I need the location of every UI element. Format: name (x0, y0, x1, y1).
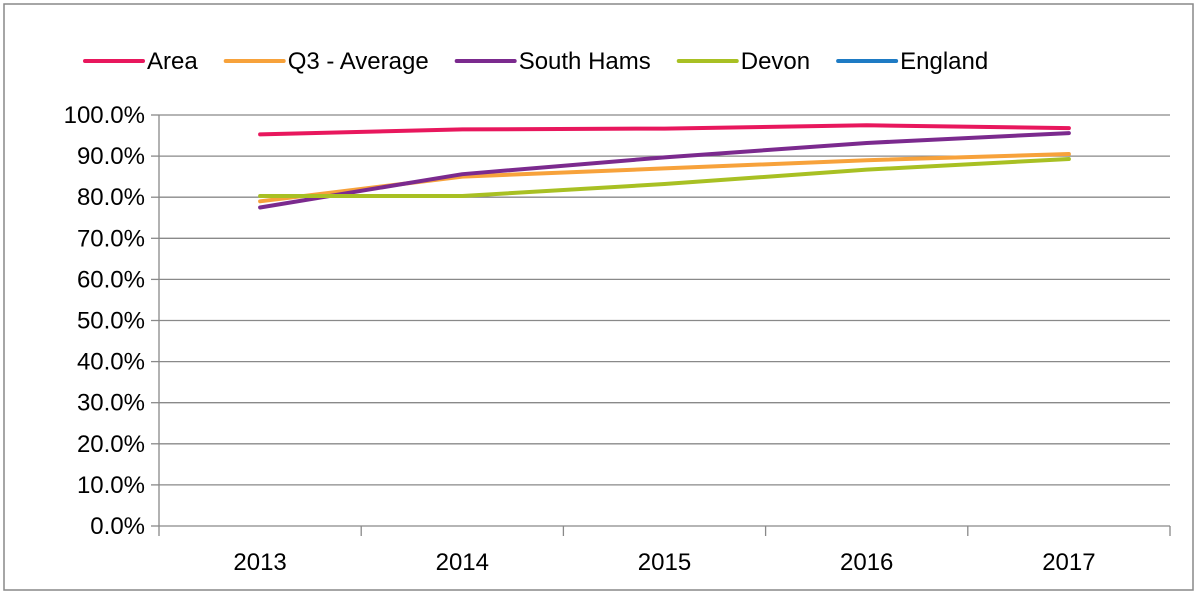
y-tick-label: 50.0% (77, 308, 145, 335)
y-tick-label: 80.0% (77, 184, 145, 211)
y-tick-label: 70.0% (77, 225, 145, 252)
legend-label-devon: Devon (741, 48, 810, 75)
y-tick-label: 60.0% (77, 266, 145, 293)
legend-label-q3-average: Q3 - Average (288, 48, 429, 75)
y-tick-label: 30.0% (77, 390, 145, 417)
legend-label-area: Area (147, 48, 198, 75)
legend: Area Q3 - Average South Hams Devon England (83, 48, 988, 75)
y-tick-label: 20.0% (77, 431, 145, 458)
series-line-area (258, 123, 1071, 137)
y-tick-label: 100.0% (64, 102, 145, 129)
series-line-devon (258, 156, 1071, 198)
series-line-south-hams (258, 131, 1071, 210)
legend-label-england: England (900, 48, 988, 75)
axes: 0.0% 10.0% 20.0% 30.0% 40.0% 50.0% 60.0% 70.0% 8… (64, 102, 1171, 576)
y-tick-label: 40.0% (77, 349, 145, 376)
y-tick-label: 90.0% (77, 143, 145, 170)
x-tick-label: 2015 (638, 549, 691, 576)
x-tick-label: 2017 (1042, 549, 1095, 576)
series-lines (258, 123, 1071, 210)
legend-label-south-hams: South Hams (519, 48, 651, 75)
x-tick-label: 2016 (840, 549, 893, 576)
y-tick-label: 10.0% (77, 472, 145, 499)
y-tick-label: 0.0% (90, 513, 145, 540)
chart-frame (3, 3, 1194, 591)
x-tick-label: 2013 (233, 549, 286, 576)
x-tick-label: 2014 (436, 549, 489, 576)
